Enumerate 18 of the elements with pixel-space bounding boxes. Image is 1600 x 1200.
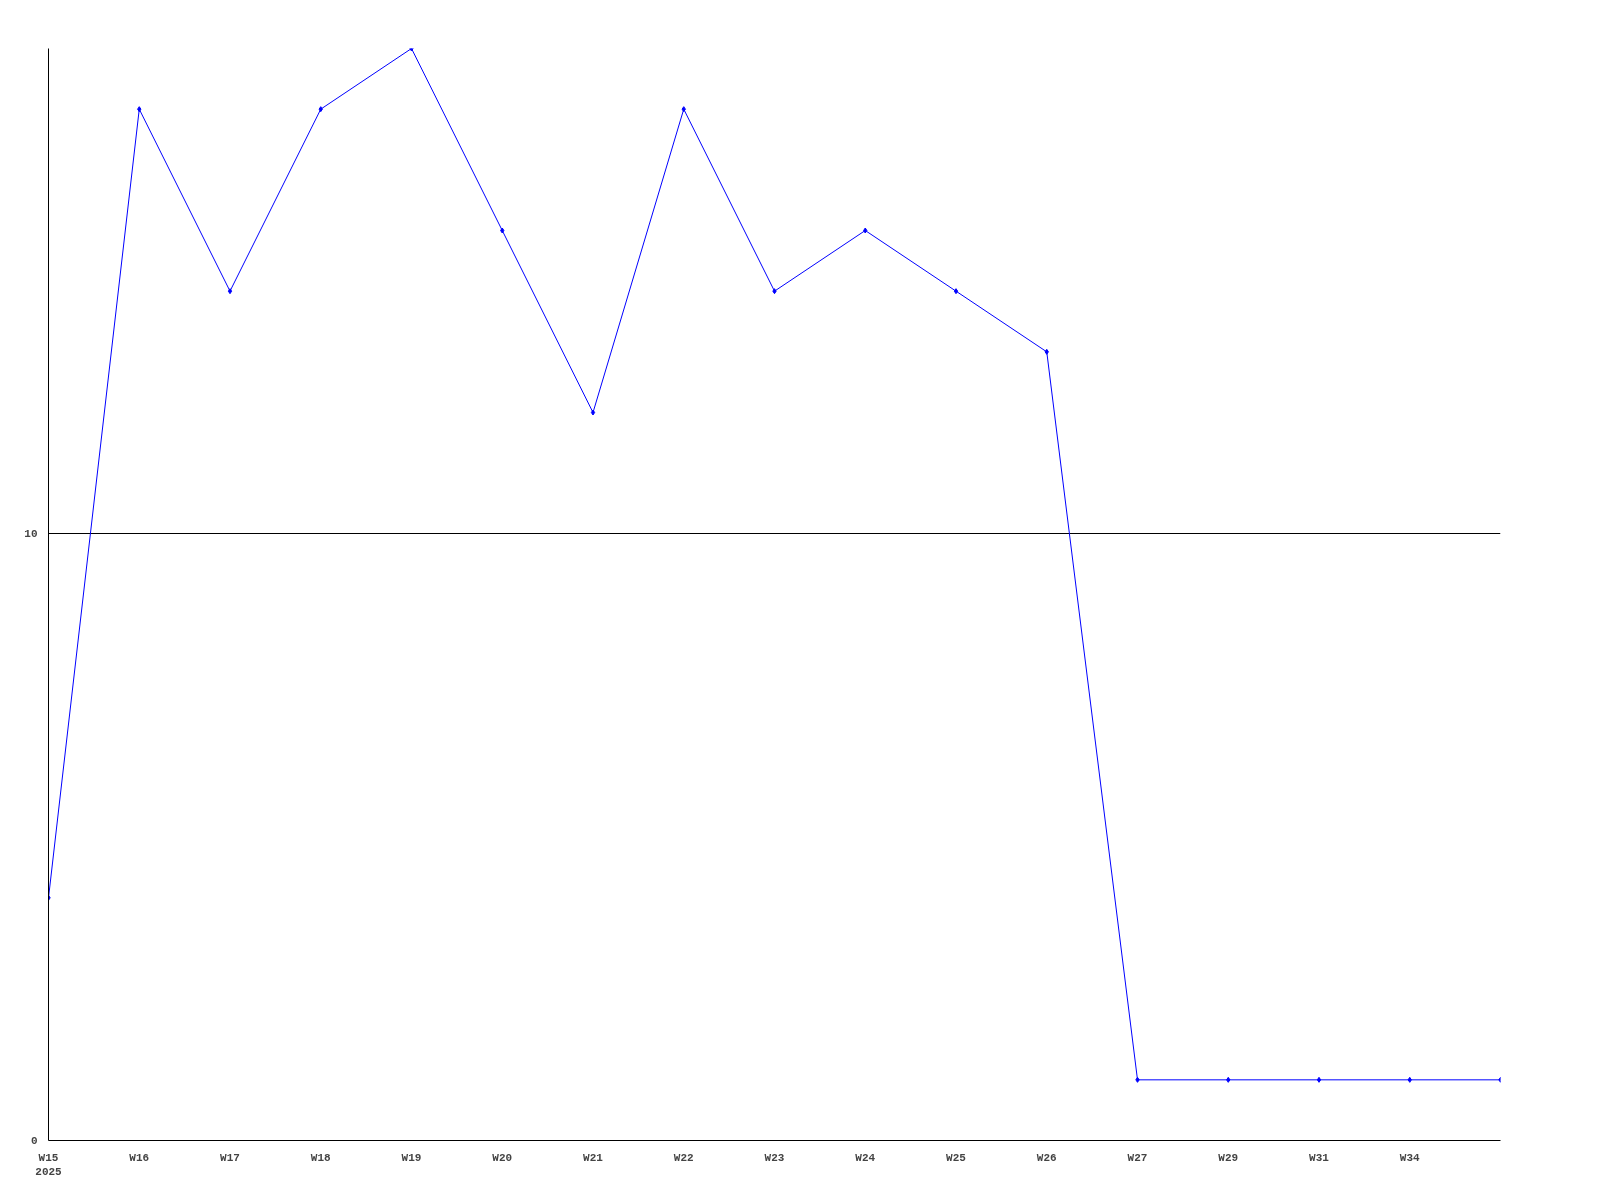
y-tick-label: 0 [30,1135,38,1147]
x-tick-label: W21 [583,1151,604,1164]
x-tick-label: W27 [1127,1151,1148,1164]
x-tick-label: W17 [220,1151,240,1164]
x-tick-label: W26 [1036,1151,1057,1164]
x-tick-label: W24 [855,1151,876,1164]
x-tick-label: W20 [492,1151,513,1164]
x-tick-label: W25 [946,1151,967,1164]
x-tick-label: W18 [310,1151,332,1164]
x-tick-label: W16 [129,1151,150,1164]
x-tick-label: W23 [764,1151,785,1164]
x-tick-label: W31 [1309,1151,1330,1164]
x-tick-label: W22 [673,1151,694,1164]
x-tick-label: W29 [1218,1151,1239,1164]
x-tick-label: W34 [1399,1151,1421,1164]
x-tick-label: W19 [401,1151,422,1164]
x-tick-label: W15 2025 [35,1151,63,1178]
y-tick-label: 10 [24,528,38,541]
